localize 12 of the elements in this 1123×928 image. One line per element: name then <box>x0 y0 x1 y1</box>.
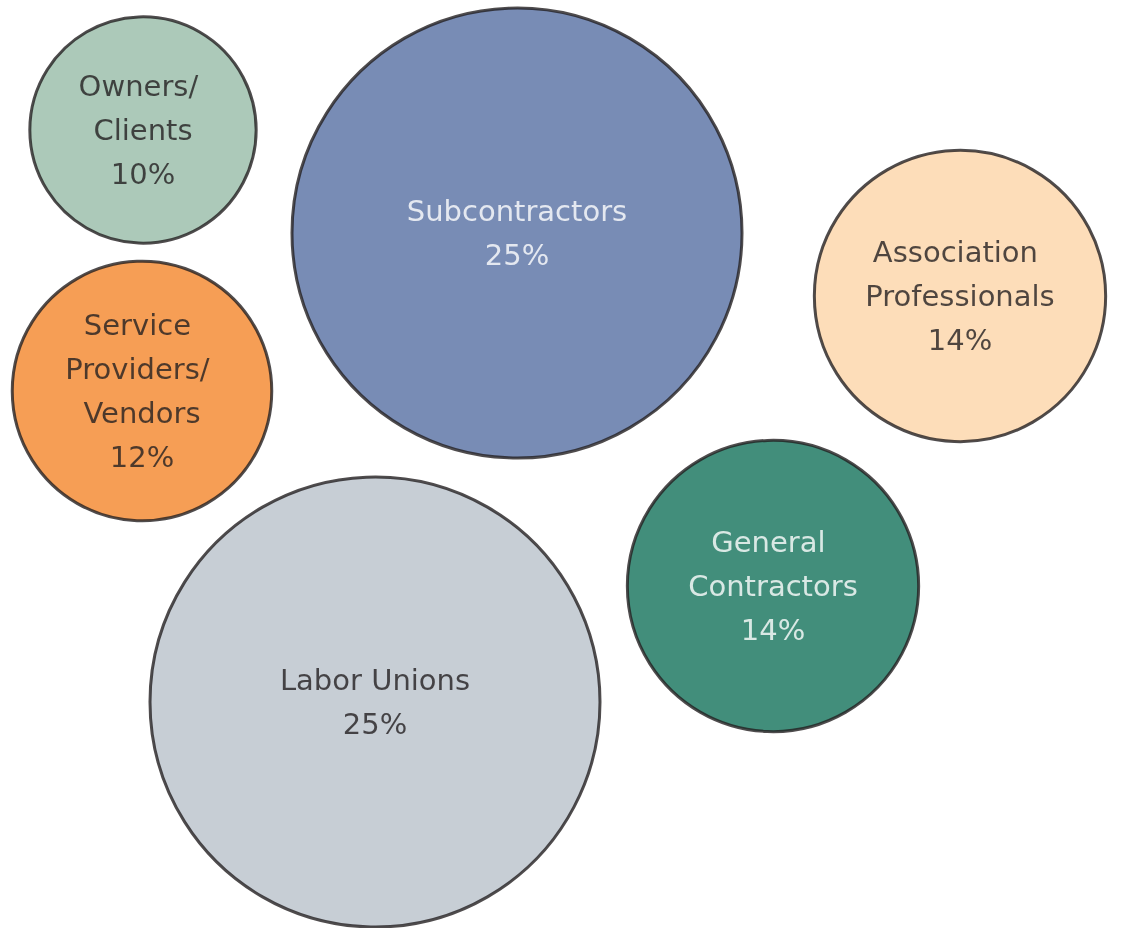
category-label: Association Professionals <box>865 235 1055 313</box>
data-label: 25% <box>342 707 408 741</box>
data-label: 14% <box>740 613 806 647</box>
category-label: Labor Unions <box>279 663 471 697</box>
data-label: 12% <box>109 440 175 474</box>
category-label: General Contractors <box>688 525 858 603</box>
category-label: Subcontractors <box>406 194 628 228</box>
data-label: 14% <box>927 323 993 357</box>
category-label: Owners/ Clients <box>78 69 208 147</box>
data-label: 10% <box>110 157 176 191</box>
data-label: 25% <box>484 238 550 272</box>
category-label: Service Providers/ Vendors <box>65 308 219 430</box>
